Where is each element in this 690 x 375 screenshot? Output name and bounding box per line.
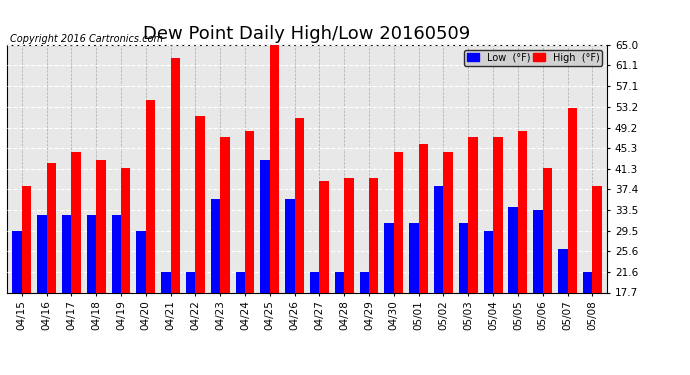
Bar [335,272,344,292]
Bar [444,152,453,292]
Bar [310,272,319,292]
Bar [409,223,419,292]
Bar [96,160,106,292]
Bar [137,231,146,292]
Bar [161,272,170,292]
Bar [186,272,195,292]
Bar [434,186,444,292]
Bar [419,144,428,292]
Bar [543,168,552,292]
Text: Copyright 2016 Cartronics.com: Copyright 2016 Cartronics.com [10,34,164,44]
Bar [469,136,477,292]
Bar [344,178,354,292]
Bar [459,223,469,292]
Bar [71,152,81,292]
Bar [592,186,602,292]
Bar [583,272,592,292]
Bar [195,116,205,292]
Bar [369,178,379,292]
Bar [62,215,71,292]
Bar [37,215,47,292]
Bar [22,186,31,292]
Bar [558,249,567,292]
Bar [493,136,502,292]
Bar [285,200,295,292]
Bar [220,136,230,292]
Bar [260,160,270,292]
Bar [359,272,369,292]
Bar [87,215,96,292]
Bar [319,181,329,292]
Bar [533,210,543,292]
Bar [235,272,245,292]
Bar [47,163,56,292]
Bar [170,58,180,292]
Title: Dew Point Daily High/Low 20160509: Dew Point Daily High/Low 20160509 [144,26,471,44]
Bar [245,131,255,292]
Bar [270,45,279,292]
Bar [146,100,155,292]
Bar [121,168,130,292]
Bar [394,152,403,292]
Bar [384,223,394,292]
Bar [484,231,493,292]
Bar [211,200,220,292]
Bar [295,118,304,292]
Bar [12,231,22,292]
Bar [112,215,121,292]
Bar [518,131,527,292]
Bar [509,207,518,292]
Bar [567,108,577,292]
Legend: Low  (°F), High  (°F): Low (°F), High (°F) [464,50,602,66]
